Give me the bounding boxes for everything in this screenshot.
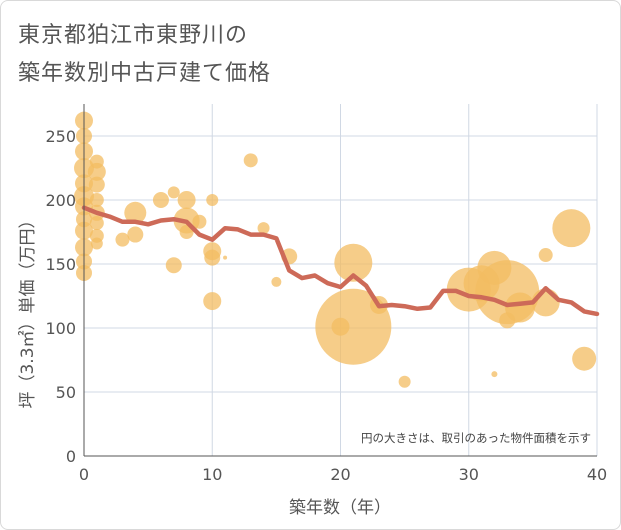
x-axis-label: 築年数（年）: [289, 498, 391, 518]
data-bubble: [89, 216, 104, 231]
data-bubble: [152, 192, 169, 208]
bubble-size-note: 円の大きさは、取引のあった物件面積を示す: [361, 431, 591, 445]
data-bubble: [90, 237, 103, 250]
x-tick-label: 20: [330, 465, 350, 484]
y-tick-label: 150: [45, 255, 76, 274]
chart-title-line1: 東京都狛江市東野川の: [18, 23, 249, 48]
y-tick-label: 250: [45, 127, 76, 146]
data-bubble: [552, 209, 591, 248]
data-bubble: [124, 201, 147, 224]
data-bubble: [398, 375, 411, 388]
data-bubble: [192, 214, 207, 229]
data-bubble: [87, 162, 106, 181]
x-tick-label: 30: [459, 465, 479, 484]
data-bubble: [271, 276, 282, 287]
chart-title-line2: 築年数別中古戸建て価格: [18, 61, 272, 86]
data-bubble: [88, 176, 105, 193]
data-bubble: [499, 312, 516, 329]
data-bubble: [127, 226, 144, 243]
x-tick-label: 0: [79, 465, 89, 484]
data-bubble: [179, 225, 194, 239]
y-tick-label: 0: [66, 447, 76, 466]
data-bubble: [167, 186, 180, 199]
trend-line-layer: [81, 205, 600, 317]
x-tick-label: 40: [587, 465, 607, 484]
data-bubble: [115, 232, 130, 247]
bubble-layer: [74, 111, 597, 388]
data-bubble: [491, 371, 498, 378]
data-bubble: [206, 194, 219, 206]
data-bubble: [572, 346, 597, 371]
data-bubble: [203, 292, 222, 311]
y-axis-label: 坪（3.3㎡）単価（万円）: [18, 211, 38, 408]
data-bubble: [89, 154, 104, 169]
axes: 0 50 100 150 200 250 0 10 20 30 40: [45, 104, 607, 484]
data-bubble: [177, 191, 196, 209]
data-bubble: [257, 222, 270, 235]
data-bubble: [243, 153, 258, 168]
x-tick-label: 10: [202, 465, 222, 484]
data-bubble: [223, 255, 228, 260]
data-bubble: [538, 248, 553, 263]
average-trend-line: [81, 205, 600, 317]
data-bubble: [165, 257, 182, 274]
data-bubble: [477, 250, 512, 285]
data-bubble: [331, 317, 350, 336]
y-tick-label: 50: [56, 383, 76, 402]
data-bubble: [89, 193, 104, 207]
y-tick-label: 200: [45, 191, 76, 210]
data-bubble: [204, 249, 221, 266]
y-tick-label: 100: [45, 319, 76, 338]
data-bubble: [334, 243, 373, 282]
